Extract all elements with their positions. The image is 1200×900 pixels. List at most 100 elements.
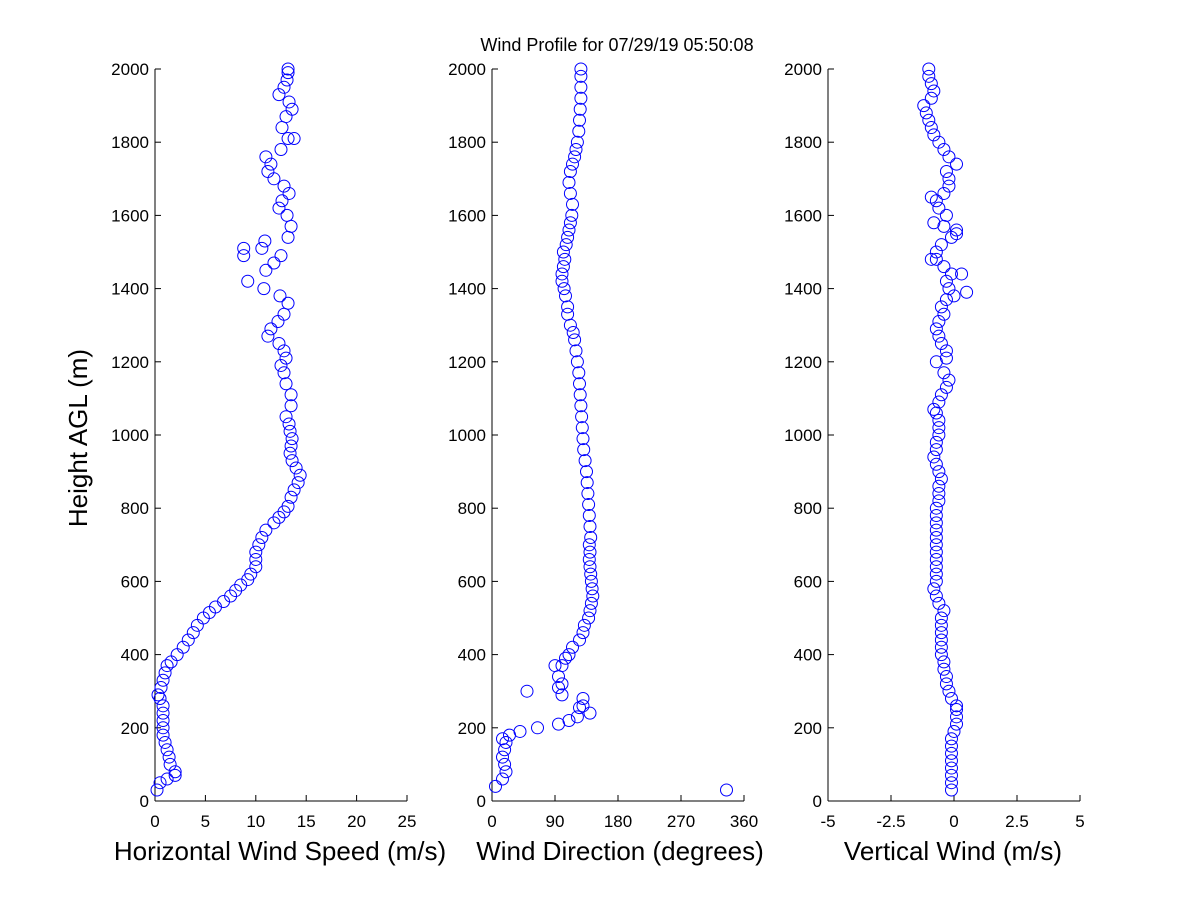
vertical-wind-point: [919, 106, 933, 120]
horizontal-wind-speed-point: [271, 315, 285, 329]
wind-direction-point: [562, 713, 576, 727]
vertical-wind-point: [934, 238, 948, 252]
wind-direction-point: [584, 596, 598, 610]
vertical-wind-point: [929, 457, 943, 471]
wind-direction-point: [566, 157, 579, 171]
wind-direction-point: [555, 688, 569, 702]
horizontal-wind-speed-point: [281, 499, 295, 513]
vertical-wind-point: [929, 516, 943, 530]
horizontal-wind-speed-point: [282, 186, 296, 200]
horizontal-wind-speed-point: [257, 282, 271, 296]
horizontal-wind-speed-point: [282, 95, 296, 109]
vertical-wind-point: [929, 523, 943, 537]
horizontal-wind-speed-point: [261, 164, 275, 178]
horizontal-wind-speed-point: [158, 666, 172, 680]
horizontal-wind-speed-point: [160, 772, 174, 786]
wind-direction-point: [583, 545, 597, 559]
vertical-wind-point: [922, 62, 936, 76]
panel-vertical-wind: 0 200 400 600 800 1000 1200 1400 1600 1800 2000 -5 -…: [784, 60, 1085, 866]
vertical-wind-point: [937, 260, 951, 274]
wind-direction-point: [559, 238, 573, 252]
horizontal-wind-speed-point: [255, 241, 269, 255]
wind-direction-point: [555, 274, 569, 288]
wind-direction-point: [496, 772, 509, 786]
horizontal-wind-speed-point: [281, 132, 295, 146]
wind-direction-point: [569, 143, 583, 157]
vertical-wind-point: [950, 227, 964, 241]
vertical-wind-point: [932, 465, 946, 479]
vertical-wind-point: [929, 545, 943, 559]
y-tick-label: 600: [121, 572, 149, 591]
vertical-wind-point: [939, 274, 953, 288]
wind-direction-point: [573, 701, 586, 715]
x-tick-label: 5: [201, 812, 210, 831]
vertical-wind-point: [929, 574, 943, 588]
vertical-wind-point: [960, 285, 974, 299]
y-tick-label: 400: [794, 646, 822, 665]
horizontal-wind-speed-point: [244, 567, 258, 581]
vertical-wind-point: [939, 164, 953, 178]
y-tick-label: 2000: [111, 60, 149, 79]
wind-direction-point: [561, 230, 575, 244]
vertical-wind-point: [944, 776, 958, 790]
wind-direction-point: [586, 589, 600, 603]
vertical-wind-point: [932, 413, 946, 427]
y-tick-label: 800: [121, 499, 149, 518]
horizontal-wind-speed-point: [279, 377, 293, 391]
horizontal-wind-speed-point: [267, 256, 281, 270]
vertical-wind-point: [922, 113, 936, 127]
vertical-wind-point: [929, 355, 943, 369]
horizontal-wind-speed-point: [168, 765, 182, 779]
horizontal-wind-speed-point: [287, 483, 301, 497]
wind-direction-point: [498, 743, 512, 757]
horizontal-wind-speed-point: [162, 750, 176, 764]
horizontal-wind-speed-point: [279, 110, 293, 124]
horizontal-wind-speed-point: [282, 417, 296, 431]
wind-direction-point: [548, 659, 562, 673]
x-tick-label: 180: [604, 812, 632, 831]
y-tick-label: 800: [794, 499, 822, 518]
wind-direction-point: [583, 706, 597, 720]
vertical-wind-point: [942, 172, 956, 186]
horizontal-wind-speed-point: [249, 560, 263, 574]
wind-direction-point: [556, 260, 570, 274]
horizontal-wind-speed-point: [283, 446, 297, 460]
vertical-wind-point: [934, 640, 948, 654]
x-tick-label: 0: [949, 812, 958, 831]
wind-direction-point: [582, 509, 596, 523]
wind-direction-point: [583, 604, 597, 618]
vertical-wind-point: [934, 626, 948, 640]
wind-direction-point: [562, 648, 576, 662]
vertical-wind-point: [929, 589, 943, 603]
vertical-wind-point: [932, 421, 946, 435]
wind-direction-point: [559, 289, 572, 303]
horizontal-wind-speed-point: [156, 728, 170, 742]
y-tick-label: 400: [458, 646, 486, 665]
vertical-wind-point: [937, 143, 951, 157]
vertical-wind-point: [932, 494, 946, 508]
vertical-wind-point: [929, 322, 943, 336]
vertical-wind-point: [932, 315, 946, 329]
wind-direction-point: [574, 399, 588, 413]
vertical-wind-point: [929, 538, 943, 552]
wind-direction-point: [496, 750, 509, 764]
horizontal-wind-speed-point: [259, 263, 273, 277]
wind-direction-point: [489, 779, 502, 793]
horizontal-wind-speed-point: [156, 699, 170, 713]
wind-direction-point: [520, 684, 534, 698]
vertical-wind-point: [924, 190, 938, 204]
panel-horizontal-wind-speed: 0 200 400 600 800 1000 1200 1400 1600 1800 2000 0 5 1…: [111, 60, 446, 866]
horizontal-wind-speed-point: [252, 538, 266, 552]
y-tick-label: 1800: [784, 133, 822, 152]
vertical-wind-point: [934, 472, 948, 486]
vertical-wind-point: [917, 99, 931, 113]
horizontal-wind-speed-point: [274, 358, 288, 372]
wind-direction-point: [566, 640, 579, 654]
horizontal-wind-speed-point: [241, 274, 255, 288]
y-tick-label: 600: [458, 572, 486, 591]
vertical-wind-point: [937, 655, 951, 669]
wind-direction-point: [559, 651, 572, 665]
x-tick-label: -5: [820, 812, 835, 831]
horizontal-wind-speed-point: [283, 424, 297, 438]
